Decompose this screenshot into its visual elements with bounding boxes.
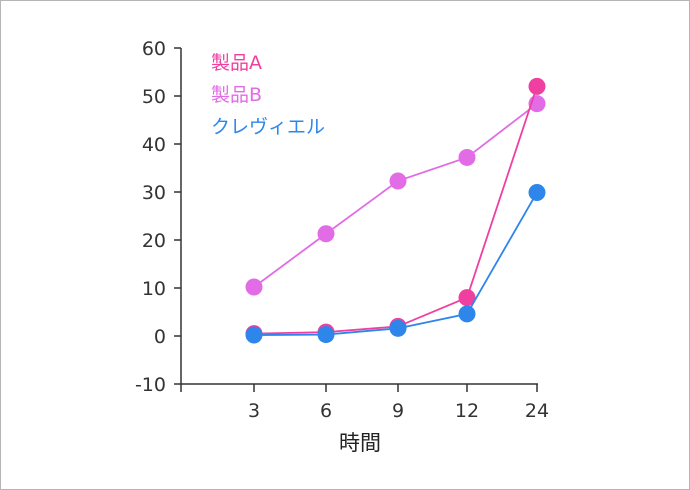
data-point <box>528 183 546 201</box>
x-axis-title: 時間 <box>339 431 381 455</box>
y-tick-label: -10 <box>135 374 166 396</box>
data-point <box>245 278 263 296</box>
series-group <box>245 95 546 296</box>
axes: -10 0 10 20 30 40 50 60 3 6 9 12 24 <box>135 38 549 422</box>
data-point <box>389 319 407 337</box>
series-layer <box>245 77 546 344</box>
data-point <box>458 148 476 166</box>
x-tick-label: 6 <box>320 400 332 422</box>
y-tick-label: 20 <box>142 230 166 252</box>
y-tick-label: 60 <box>142 38 166 60</box>
legend-entry: 製品A <box>211 52 262 74</box>
y-tick-label: 10 <box>142 278 166 300</box>
x-tick-label: 9 <box>392 400 404 422</box>
legend-entry: クレヴィエル <box>211 116 325 138</box>
x-tick-label: 12 <box>455 400 479 422</box>
x-tick-label: 24 <box>525 400 549 422</box>
legend-entry: 製品B <box>211 84 262 106</box>
series-group <box>245 183 546 344</box>
y-tick-label: 40 <box>142 134 166 156</box>
y-tick-label: 30 <box>142 182 166 204</box>
data-point <box>317 326 335 344</box>
data-point <box>389 172 407 190</box>
data-point <box>317 225 335 243</box>
x-tick-label: 3 <box>248 400 260 422</box>
legend: 製品A 製品B クレヴィエル <box>211 52 325 138</box>
data-point <box>458 305 476 323</box>
y-tick-label: 50 <box>142 86 166 108</box>
data-point <box>528 77 546 95</box>
y-tick-label: 0 <box>154 326 166 348</box>
data-point <box>245 326 263 344</box>
data-point <box>458 289 476 307</box>
